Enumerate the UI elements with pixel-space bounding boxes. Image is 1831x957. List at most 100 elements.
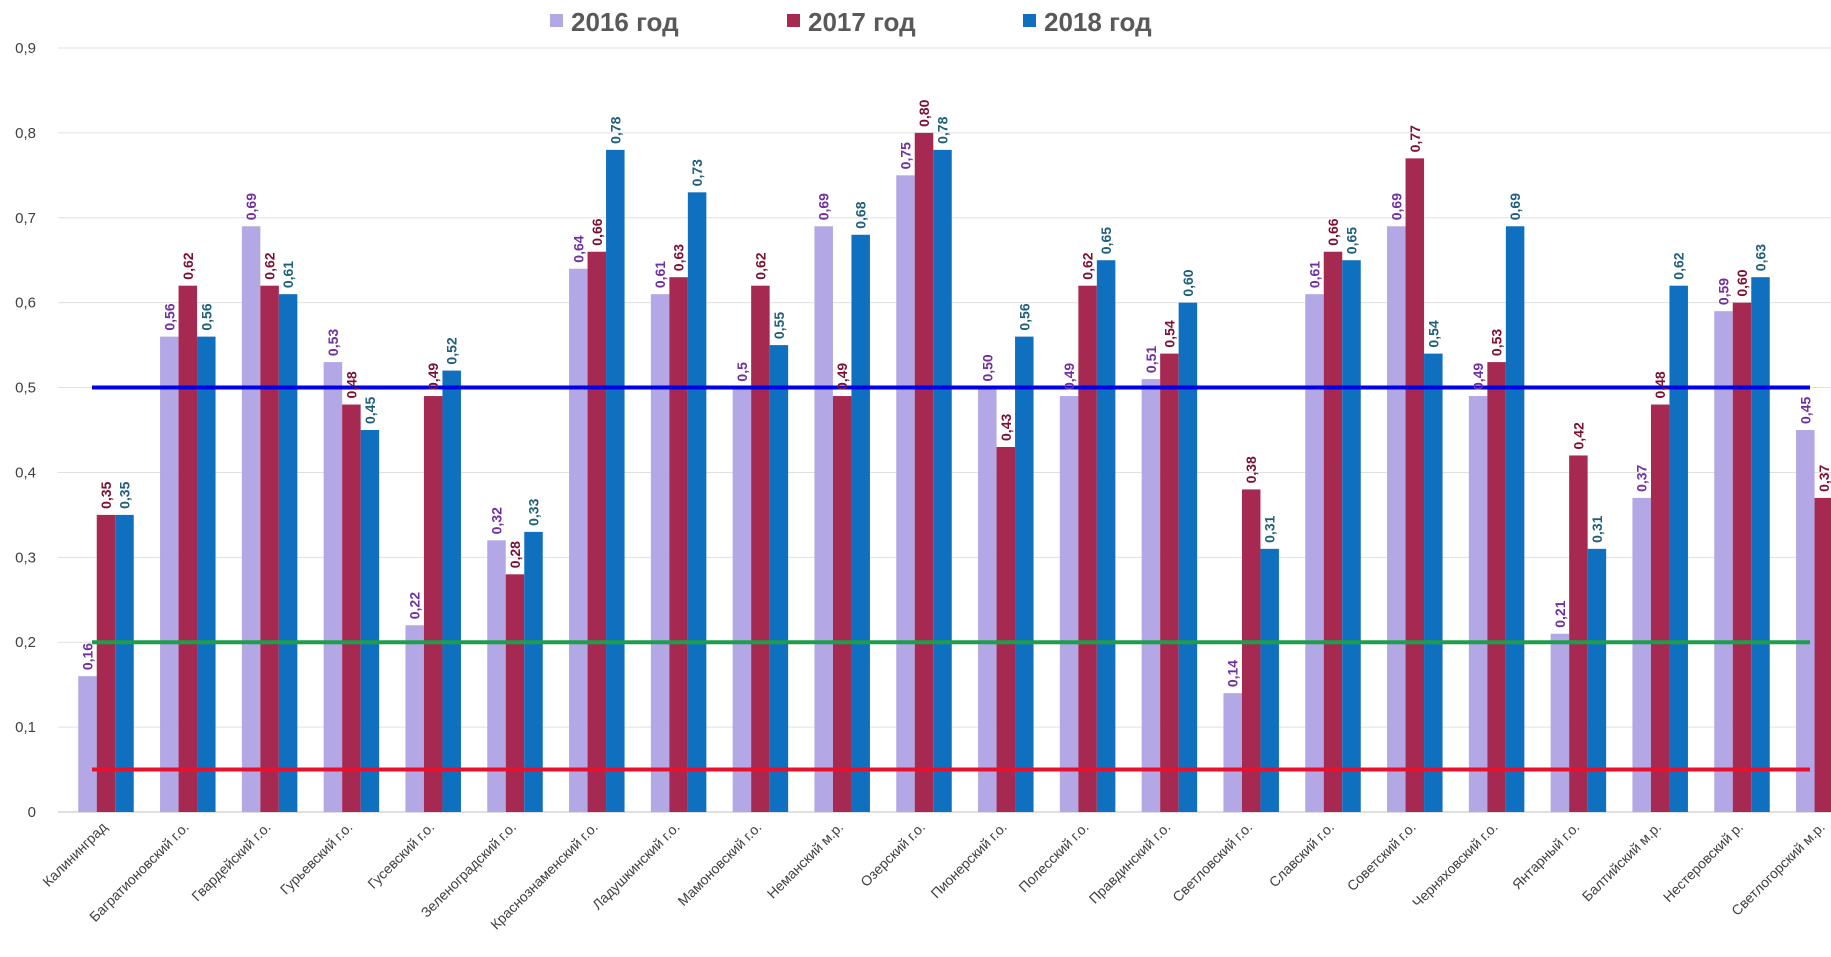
bar <box>933 149 952 812</box>
data-label: 0,65 <box>1344 227 1360 254</box>
bar <box>241 226 261 812</box>
data-label: 0,35 <box>98 481 114 508</box>
data-label: 0,78 <box>935 116 951 143</box>
y-tick-label: 0,5 <box>15 380 36 397</box>
x-tick-label: Черняховский г.о. <box>1409 819 1501 911</box>
bar <box>178 285 198 812</box>
data-label: 0,55 <box>771 312 787 339</box>
data-label: 0,32 <box>489 507 505 534</box>
bar <box>160 336 179 812</box>
bar <box>96 514 116 812</box>
data-label: 0,22 <box>407 592 423 619</box>
data-label: 0,65 <box>1098 227 1114 254</box>
x-tick-label: Пионерский г.о. <box>927 819 1009 901</box>
bar <box>769 345 789 812</box>
data-label: 0,77 <box>1407 125 1423 152</box>
bar <box>1732 302 1752 812</box>
data-label: 0,62 <box>262 252 278 279</box>
data-label: 0,62 <box>1671 252 1687 279</box>
data-label: 0,14 <box>1225 660 1241 687</box>
data-label: 0,28 <box>507 541 523 568</box>
data-label: 0,31 <box>1589 515 1605 542</box>
y-tick-label: 0,3 <box>15 549 36 566</box>
x-tick-label: Калининград <box>39 819 110 890</box>
data-label: 0,69 <box>1388 193 1404 220</box>
data-label: 0,49 <box>1061 363 1077 390</box>
data-label: 0,63 <box>1753 244 1769 271</box>
x-tick-label: Неманский м.р. <box>764 819 847 902</box>
bar <box>1468 396 1488 812</box>
bar <box>1814 497 1831 812</box>
data-label: 0,66 <box>1325 218 1341 245</box>
x-tick-label: Ладушкинский г.о. <box>589 819 683 913</box>
bar <box>687 192 707 813</box>
bar <box>1505 226 1525 812</box>
data-label: 0,37 <box>1634 464 1650 491</box>
legend-label: 2017 год <box>808 7 916 37</box>
bar <box>1323 251 1343 812</box>
data-label: 0,54 <box>1425 320 1441 347</box>
data-label: 0,53 <box>325 329 341 356</box>
bar <box>260 285 279 812</box>
data-label: 0,60 <box>1734 269 1750 296</box>
bar <box>524 531 543 812</box>
data-label: 0,49 <box>425 363 441 390</box>
y-tick-label: 0,6 <box>15 295 36 312</box>
bar <box>606 149 625 812</box>
legend-label: 2016 год <box>571 7 679 37</box>
data-label: 0,56 <box>198 303 214 330</box>
bar <box>1387 226 1406 812</box>
y-tick-label: 0 <box>28 804 36 821</box>
x-tick-label: Нестеровский р. <box>1660 819 1746 905</box>
bar <box>650 294 670 813</box>
x-tick-label: Озерский г.о. <box>857 819 928 890</box>
bar <box>1078 285 1097 812</box>
bar <box>1424 353 1443 812</box>
value-labels: 0,160,35 0,350,560,620,560,690,62 0,610,53… <box>80 99 1831 687</box>
y-tick-label: 0,9 <box>15 40 36 57</box>
legend-swatch <box>550 14 563 27</box>
bar <box>1160 353 1179 812</box>
bar <box>1569 455 1588 812</box>
bar <box>896 175 915 813</box>
bar <box>1241 489 1261 812</box>
bar <box>1015 336 1034 812</box>
data-label: 0,63 <box>671 244 687 271</box>
data-label: 0,59 <box>1716 278 1732 305</box>
y-tick-label: 0,7 <box>15 210 36 227</box>
reference-lines <box>92 385 1810 772</box>
data-label: 0,73 <box>689 159 705 186</box>
data-label: 0,61 <box>280 261 296 288</box>
data-label: 0,61 <box>652 261 668 288</box>
y-tick-label: 0,2 <box>15 634 36 651</box>
bar <box>669 277 688 812</box>
bar <box>978 387 997 812</box>
x-tick-label: Советский г.о. <box>1344 819 1419 894</box>
bar <box>487 540 506 812</box>
x-tick-label: Гурьевский г.о. <box>277 819 356 898</box>
y-tick-label: 0,8 <box>15 125 36 142</box>
bar <box>423 396 443 812</box>
data-label: 0,69 <box>816 193 832 220</box>
x-tick-label: Светловский г.о. <box>1169 819 1255 905</box>
data-label: 0,78 <box>607 116 623 143</box>
bar <box>587 251 607 812</box>
data-label: 0,50 <box>979 354 995 381</box>
bar <box>115 514 134 812</box>
bar <box>278 294 298 813</box>
data-label: 0,53 <box>1489 329 1505 356</box>
bar <box>732 387 752 812</box>
bar <box>360 430 380 812</box>
bar <box>197 336 216 812</box>
x-tick-label: Балтийский м.р. <box>1579 819 1665 905</box>
data-label: 0,33 <box>526 498 542 525</box>
data-label: 0,48 <box>343 371 359 398</box>
data-label: 0,38 <box>1243 456 1259 483</box>
bar <box>1141 379 1161 812</box>
bar <box>323 362 343 812</box>
data-label: 0,69 <box>243 193 259 220</box>
legend-swatch <box>787 14 800 27</box>
data-label: 0,69 <box>1507 193 1523 220</box>
